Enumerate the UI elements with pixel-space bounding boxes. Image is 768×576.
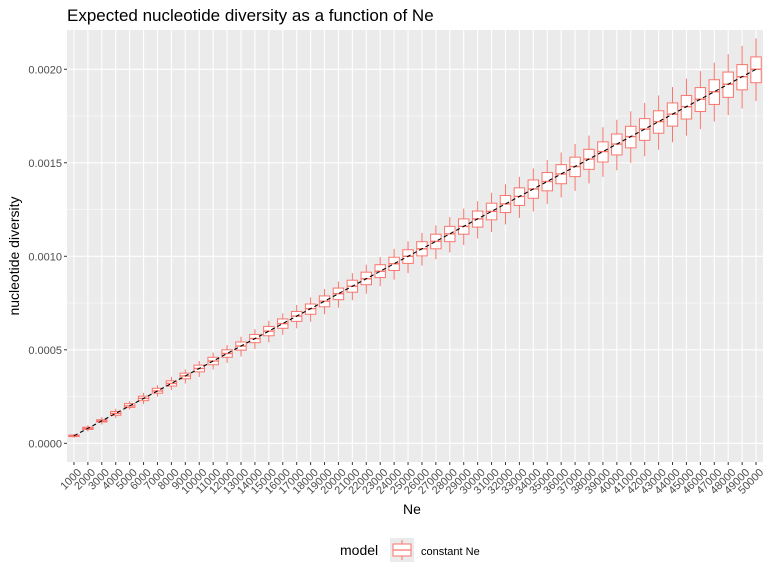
- box-16000: [277, 313, 289, 335]
- box-43000: [652, 95, 665, 150]
- box-24000: [388, 248, 400, 280]
- y-tick-label: 0.0020: [28, 64, 62, 76]
- y-axis: 0.0000 0.0005 0.0010 0.0015 0.0020: [28, 64, 67, 450]
- box-15000: [263, 320, 275, 343]
- legend: model constant Ne: [340, 538, 480, 562]
- box-4000: [110, 408, 122, 419]
- box-50000: [750, 38, 762, 102]
- box-23000: [374, 257, 386, 287]
- box-35000: [541, 159, 553, 204]
- expected-line-group: [73, 68, 757, 437]
- box-27000: [430, 225, 442, 260]
- legend-label-constant-ne: constant Ne: [421, 546, 480, 558]
- box-28000: [444, 217, 456, 253]
- box-31000: [485, 192, 498, 232]
- expected-dashed-line: [73, 68, 757, 437]
- box-32000: [499, 184, 512, 225]
- box-12000: [221, 345, 233, 363]
- chart-title: Expected nucleotide diversity as a funct…: [67, 6, 434, 25]
- plot-panel: [67, 30, 763, 462]
- legend-key-constant-ne: [390, 538, 414, 562]
- y-axis-title: nucleotide diversity: [6, 196, 22, 315]
- x-axis: 1000200030004000500060007000800090001000…: [58, 462, 766, 497]
- box-8000: [165, 376, 178, 390]
- box-20000: [332, 281, 345, 308]
- y-tick-label: 0.0005: [28, 345, 62, 357]
- box-11000: [207, 352, 219, 370]
- y-tick-label: 0.0010: [28, 251, 62, 263]
- legend-title: model: [340, 542, 378, 558]
- y-tick-label: 0.0000: [28, 438, 62, 450]
- box-47000: [708, 62, 720, 122]
- y-tick-label: 0.0015: [28, 158, 62, 170]
- x-axis-title: Ne: [403, 501, 421, 517]
- box-19000: [318, 289, 331, 315]
- box-39000: [597, 127, 609, 177]
